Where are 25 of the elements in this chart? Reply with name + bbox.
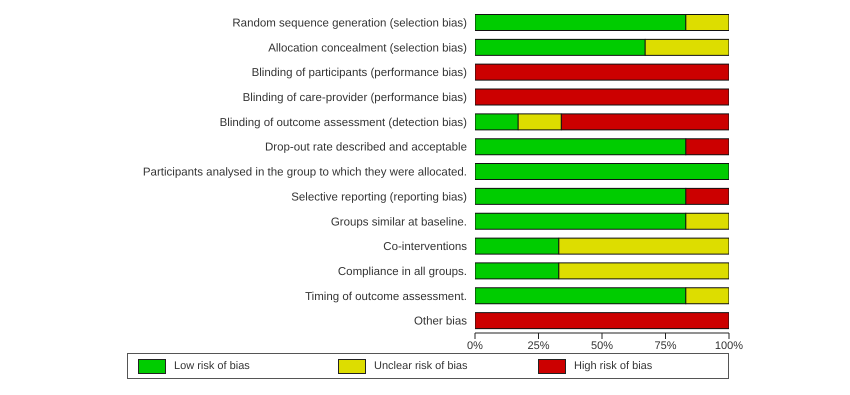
y-tick-label: Other bias	[414, 316, 468, 328]
y-tick-label: Co-interventions	[383, 241, 468, 254]
y-tick-label: Blinding of outcome assessment (detection bias)	[220, 116, 468, 129]
y-tick-label: Allocation concealment (selection bias)	[268, 42, 468, 54]
bar	[475, 88, 729, 106]
x-tick-label: 75%	[654, 340, 677, 352]
bar	[475, 163, 729, 180]
x-tick-label: 100%	[714, 340, 744, 352]
bar	[475, 312, 729, 330]
y-tick-label: Blinding of participants (performance bias)	[252, 67, 468, 80]
legend-label: Low risk of bias	[174, 360, 250, 372]
y-tick-label: Compliance in all groups.	[338, 266, 467, 278]
y-tick-label: Blinding of care-provider (performance bias)	[242, 92, 468, 104]
x-tick-label: 0%	[467, 340, 484, 352]
y-tick-label: Groups similar at baseline.	[330, 216, 467, 228]
x-tick-label: 50%	[590, 340, 614, 352]
y-tick-label: Drop-out rate described and acceptable	[264, 142, 467, 154]
bar	[475, 64, 729, 81]
x-tick-label: 25%	[527, 340, 550, 352]
y-tick-label: Selective reporting (reporting bias)	[291, 191, 468, 204]
legend-label: Unclear risk of bias	[374, 360, 468, 372]
y-tick-label: Random sequence generation (selection bias)	[232, 18, 468, 30]
legend-label: High risk of bias	[574, 360, 652, 372]
y-tick-label: Timing of outcome assessment.	[305, 290, 467, 303]
y-tick-label: Participants analysed in the group to which they were allocated.	[142, 166, 467, 179]
